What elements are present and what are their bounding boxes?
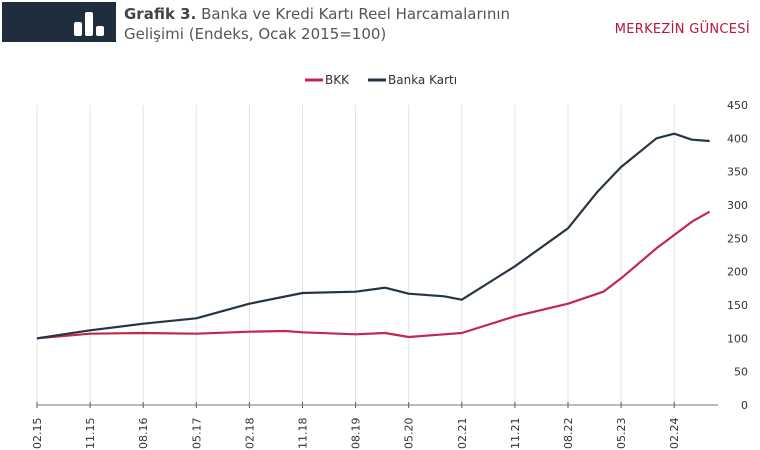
y-tick-label: 450	[727, 99, 748, 112]
x-tick-label: 11.18	[297, 418, 310, 450]
title-line2: Gelişimi (Endeks, Ocak 2015=100)	[124, 25, 387, 43]
y-tick-label: 0	[741, 399, 748, 412]
y-tick-label: 400	[727, 132, 748, 145]
x-tick-label: 05.20	[403, 418, 416, 450]
x-tick-label: 08.22	[562, 418, 575, 450]
legend-label: Banka Kartı	[388, 73, 457, 87]
y-tick-label: 100	[727, 332, 748, 345]
x-tick-label: 05.17	[190, 418, 203, 450]
x-tick-label: 05.23	[615, 418, 628, 450]
x-tick-label: 08.16	[137, 418, 150, 450]
x-tick-label: 02.15	[31, 418, 44, 450]
bar-chart-icon	[74, 12, 104, 36]
chart-title: Grafik 3. Banka ve Kredi Kartı Reel Harc…	[124, 4, 510, 44]
x-tick-label: 02.21	[456, 418, 469, 450]
x-tick-label: 08.19	[350, 418, 363, 450]
x-tick-label: 02.18	[243, 418, 256, 450]
y-tick-label: 300	[727, 199, 748, 212]
y-tick-label: 200	[727, 266, 748, 279]
title-line1: Banka ve Kredi Kartı Reel Harcamalarının	[201, 5, 510, 23]
y-tick-label: 350	[727, 166, 748, 179]
legend-label: BKK	[325, 73, 350, 87]
x-tick-label: 02.24	[668, 418, 681, 450]
x-tick-label: 11.15	[84, 418, 97, 450]
brand-logo: MERKEZİN GÜNCESİ	[614, 22, 750, 37]
header-icon-box	[2, 2, 116, 42]
series-line-bkk	[36, 210, 711, 340]
series-line-banka-karti	[36, 132, 710, 340]
y-tick-label: 250	[727, 232, 748, 245]
y-tick-label: 150	[727, 299, 748, 312]
y-tick-label: 50	[734, 366, 748, 379]
x-tick-label: 11.21	[509, 418, 522, 450]
title-bold: Grafik 3.	[124, 5, 197, 23]
